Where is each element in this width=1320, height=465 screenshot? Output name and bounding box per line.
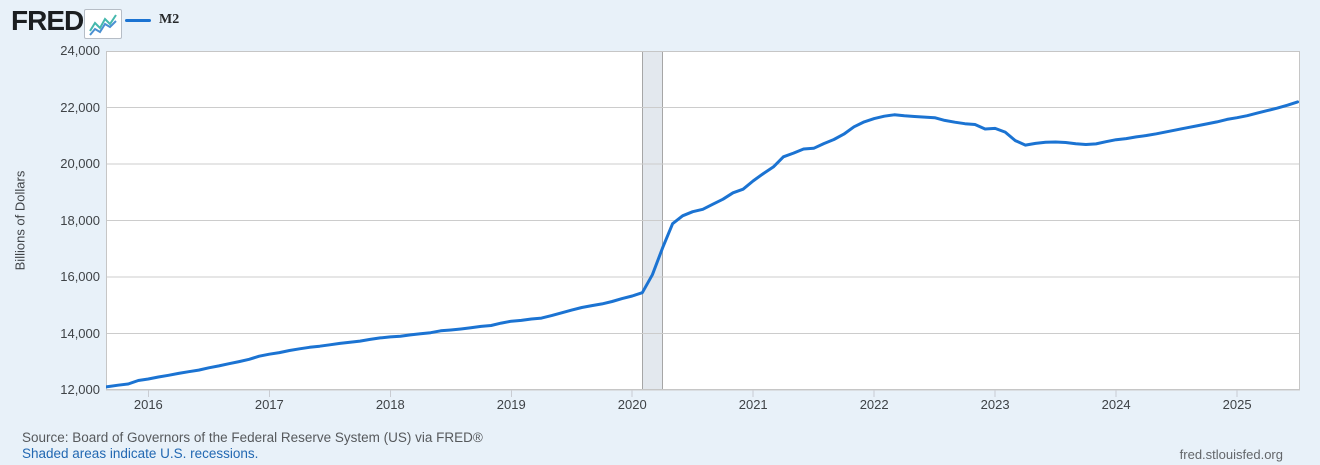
fred-site-link[interactable]: fred.stlouisfed.org [1179,447,1283,462]
recession-shading-link[interactable]: Shaded areas indicate U.S. recessions. [22,446,259,461]
y-tick-label: 22,000 [60,99,100,115]
y-tick-label: 16,000 [60,269,100,284]
y-tick-label: 14,000 [60,325,100,341]
y-tick-label: 24,000 [60,43,100,58]
x-tick-label: 2021 [738,397,768,412]
legend-line-swatch [125,18,151,22]
y-tick-label: 20,000 [60,156,100,171]
plot-border [106,51,1300,390]
x-tick-label: 2023 [980,397,1010,412]
legend-item-m2[interactable]: M2 [125,12,179,28]
x-tick-label: 2020 [617,397,647,412]
chart-plot-area[interactable] [106,51,1300,398]
x-tick-label: 2025 [1222,397,1252,412]
y-tick-label: 12,000 [60,382,100,397]
fred-logo-text: FRED [11,5,84,36]
x-tick-label: 2018 [375,397,405,412]
x-tick-label: 2017 [254,397,284,412]
x-tick-label: 2022 [859,397,889,412]
series-line-m2[interactable] [106,100,1300,389]
x-tick-label: 2024 [1101,397,1131,412]
x-tick-label: 2016 [133,397,163,412]
y-tick-label: 18,000 [60,212,100,228]
legend-label: M2 [159,12,180,27]
x-tick-label: 2019 [496,397,526,412]
source-text: Source: Board of Governors of the Federa… [22,430,483,445]
fred-sparkline-icon [84,9,122,39]
